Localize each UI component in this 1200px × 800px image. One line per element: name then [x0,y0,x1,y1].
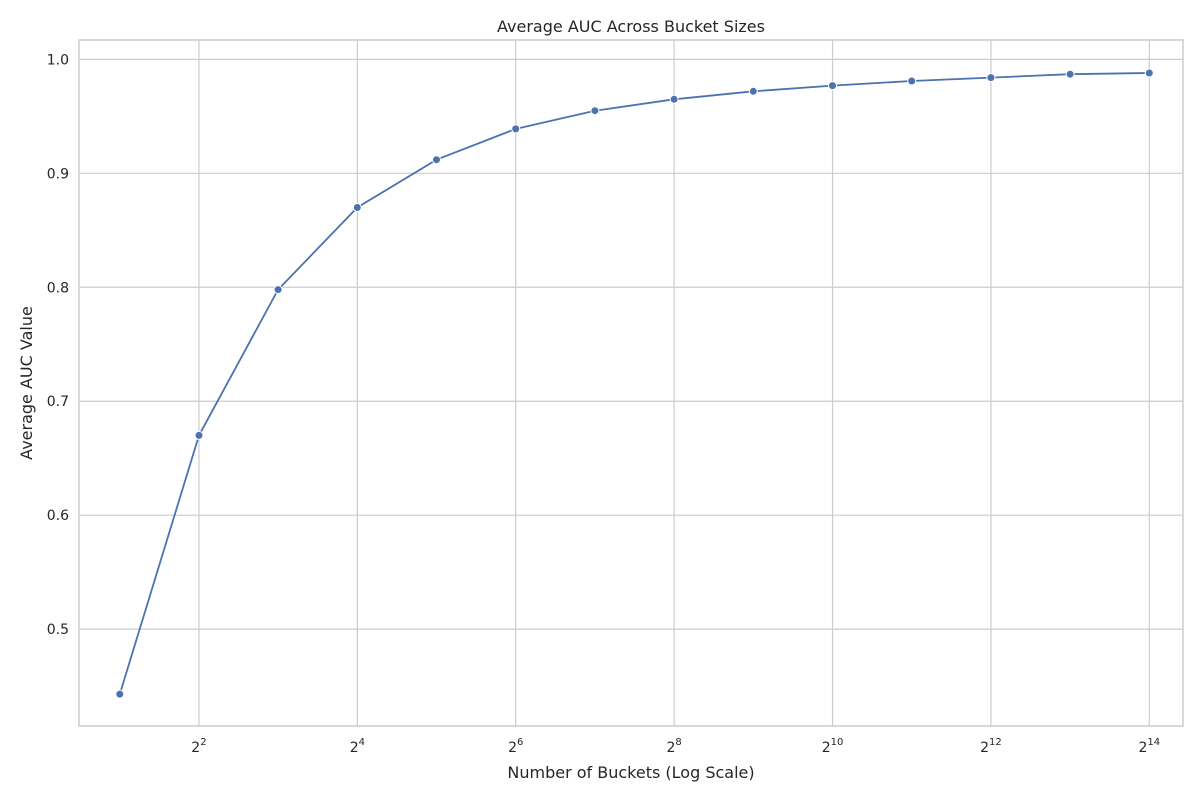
x-tick-exponent: 6 [517,737,523,748]
data-point [352,203,362,212]
data-point [273,285,283,295]
y-axis-ticks: 0.5 0.6 0.7 0.8 0.9 1.0 [47,52,69,638]
y-tick-label: 0.7 [47,394,69,410]
data-point [1144,68,1154,78]
x-tick-exponent: 2 [200,737,206,748]
x-tick-base: 2 [191,740,200,756]
x-axis-ticks: 22 24 26 28 210 212 214 [191,737,1160,756]
x-tick-exponent: 12 [989,737,1002,748]
data-point [748,86,758,96]
data-point [669,94,679,104]
chart-title: Average AUC Across Bucket Sizes [497,17,765,36]
y-tick-label: 0.6 [47,508,69,524]
x-tick-label: 212 [980,737,1002,756]
data-point [432,155,441,165]
x-tick-exponent: 10 [831,737,844,748]
x-tick-base: 2 [980,740,989,756]
x-axis-label: Number of Buckets (Log Scale) [507,763,754,782]
x-tick-base: 2 [508,740,517,756]
data-point [907,76,917,86]
data-point [590,106,600,116]
data-point [115,689,125,699]
x-tick-label: 24 [350,737,365,756]
gridlines [79,40,1183,726]
x-tick-label: 214 [1138,737,1160,756]
data-point [511,124,521,134]
x-tick-base: 2 [666,740,675,756]
data-point [1065,69,1075,79]
x-tick-exponent: 14 [1147,737,1160,748]
data-point [828,81,837,91]
series-layer [115,68,1154,699]
x-tick-label: 26 [508,737,523,756]
x-tick-label: 210 [822,737,844,756]
x-tick-exponent: 8 [675,737,681,748]
x-tick-base: 2 [822,740,831,756]
x-tick-label: 28 [666,737,681,756]
x-tick-exponent: 4 [359,737,365,748]
y-tick-label: 1.0 [47,52,69,68]
y-tick-label: 0.8 [47,280,69,296]
plot-frame [78,39,1184,727]
data-point [194,430,204,440]
x-tick-base: 2 [350,740,359,756]
y-tick-label: 0.9 [47,166,69,182]
x-tick-label: 22 [191,737,206,756]
x-tick-base: 2 [1138,740,1147,756]
data-point [986,73,996,83]
y-tick-label: 0.5 [47,622,69,638]
series-line [118,72,1150,695]
y-axis-label: Average AUC Value [17,306,36,460]
